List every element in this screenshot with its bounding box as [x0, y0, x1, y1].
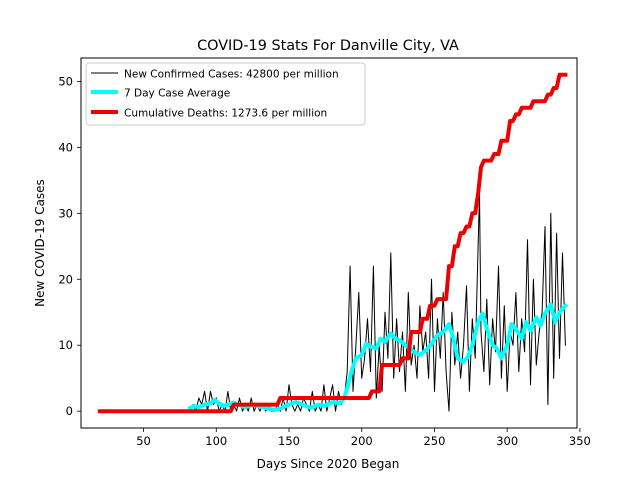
y-tick-label: 40: [58, 140, 73, 154]
x-tick-label: 300: [496, 434, 518, 448]
plot-area: [97, 72, 569, 414]
x-tick-label: 200: [351, 434, 373, 448]
chart-title: COVID-19 Stats For Danville City, VA: [197, 38, 459, 54]
x-axis: 50 100 150 200 250 300 350: [136, 428, 591, 448]
y-tick-label: 0: [66, 404, 73, 418]
legend-box: [85, 62, 366, 126]
y-axis: 0 10 20 30 40 50: [58, 74, 81, 418]
legend-label-new-cases: New Confirmed Cases: 42800 per million: [124, 69, 339, 81]
y-axis-label: New COVID-19 Cases: [33, 179, 47, 307]
legend: New Confirmed Cases: 42800 per million 7…: [85, 62, 366, 126]
legend-label-average: 7 Day Case Average: [124, 88, 230, 100]
series-layer: [97, 72, 569, 414]
x-axis-label: Days Since 2020 Began: [257, 457, 400, 471]
plot-frame: [80, 57, 578, 429]
series-line-cumulative-deaths: [97, 72, 568, 414]
x-tick-label: 100: [205, 434, 227, 448]
y-tick-label: 50: [58, 74, 73, 88]
y-tick-label: 30: [58, 206, 73, 220]
x-tick-label: 250: [423, 434, 445, 448]
x-tick-label: 50: [136, 434, 151, 448]
y-tick-label: 20: [58, 272, 73, 286]
x-tick-label: 150: [278, 434, 300, 448]
legend-label-deaths: Cumulative Deaths: 1273.6 per million: [124, 108, 327, 120]
x-tick-label: 350: [569, 434, 591, 448]
y-tick-label: 10: [58, 338, 73, 352]
